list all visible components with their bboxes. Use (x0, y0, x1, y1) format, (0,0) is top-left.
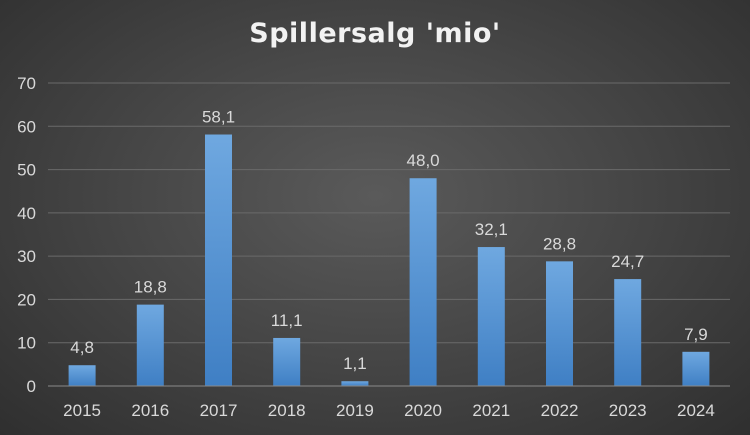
y-tick-label: 60 (17, 117, 36, 136)
x-tick-label: 2023 (609, 401, 647, 420)
y-tick-label: 70 (17, 74, 36, 93)
x-tick-label: 2020 (404, 401, 442, 420)
bar-2016 (136, 304, 164, 386)
y-tick-label: 0 (27, 377, 36, 396)
x-axis: 2015 2016 2017 2018 2019 2020 2021 2022 2023 2024 (48, 385, 730, 420)
x-tick-label: 2018 (268, 401, 306, 420)
data-label: 1,1 (343, 354, 367, 373)
y-tick-label: 50 (17, 161, 36, 180)
bar-2020 (409, 178, 437, 386)
y-tick-label: 30 (17, 247, 36, 266)
bar-2018 (273, 337, 301, 386)
data-label: 18,8 (134, 278, 167, 297)
data-label: 24,7 (611, 252, 644, 271)
y-tick-label: 10 (17, 334, 36, 353)
x-tick-label: 2024 (677, 401, 715, 420)
x-tick-label: 2015 (63, 401, 101, 420)
y-axis: 0 10 20 30 40 50 60 70 (17, 74, 36, 396)
chart-title: Spillersalg 'mio' (249, 18, 501, 49)
x-tick-label: 2016 (131, 401, 169, 420)
bar-2023 (614, 279, 642, 386)
data-label: 58,1 (202, 108, 235, 127)
bar-2024 (682, 351, 710, 386)
data-labels: 4,8 18,8 58,1 11,1 1,1 48,0 32,1 28,8 24,7 7,9 (70, 108, 707, 374)
data-label: 28,8 (543, 234, 576, 253)
data-label: 32,1 (475, 220, 508, 239)
bar-2022 (546, 261, 573, 386)
y-tick-label: 40 (17, 204, 36, 223)
bar-2019 (341, 381, 369, 386)
y-tick-label: 20 (17, 290, 36, 309)
data-label: 4,8 (70, 338, 94, 357)
x-tick-label: 2017 (200, 401, 238, 420)
data-label: 48,0 (407, 151, 440, 170)
bar-2015 (68, 365, 96, 386)
data-label: 11,1 (271, 311, 303, 330)
x-tick-label: 2021 (472, 401, 510, 420)
bar-2021 (477, 247, 505, 386)
data-label: 7,9 (684, 325, 708, 344)
x-tick-label: 2022 (541, 401, 579, 420)
bars (68, 134, 710, 386)
bar-2017 (205, 134, 232, 386)
x-tick-label: 2019 (336, 401, 374, 420)
